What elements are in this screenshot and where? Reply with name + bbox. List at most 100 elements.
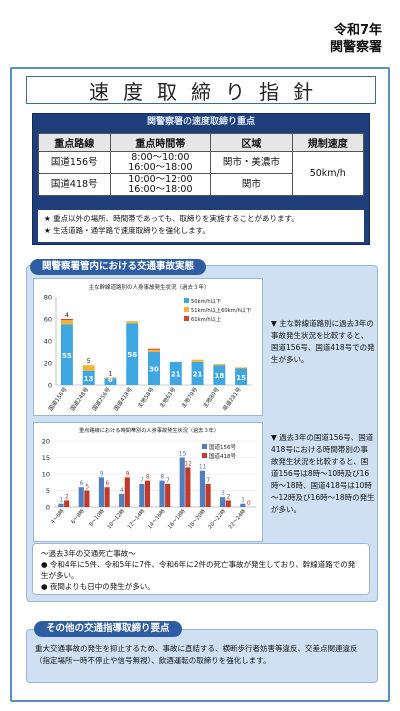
col-area: 区域	[210, 133, 293, 152]
data-label: 55	[62, 352, 72, 360]
bar	[58, 503, 64, 507]
data-label: 9	[100, 470, 104, 477]
col-speed: 規制速度	[291, 133, 364, 152]
data-label: 2	[227, 493, 231, 500]
legend-swatch	[184, 316, 189, 321]
bar-segment	[148, 348, 160, 350]
x-tick-label: 18～20時	[187, 508, 208, 531]
y-tick-label: 60	[44, 316, 52, 324]
x-tick-label: 主地80号	[201, 385, 221, 409]
bar-segment	[126, 321, 139, 324]
note-routes: ▼ 主な幹線道路別に過去3年の事故発生状況を比較すると、国道156号、国道418…	[271, 319, 375, 364]
fatal-summary: ～過去3年の交通死亡事故～ ● 令和4年に5件、令和5年に7件、令和6年に2件の…	[32, 543, 370, 595]
y-tick-label: 10	[42, 471, 50, 479]
y-tick-label: 15	[42, 454, 50, 462]
bar-segment	[60, 324, 73, 385]
data-label: 7	[140, 477, 144, 484]
chart-title: 重点路線における時間帯別の人身事故発生状況（過去３年）	[79, 426, 219, 434]
time-line: 10:00～12:00	[128, 173, 193, 185]
data-label: 9	[126, 470, 130, 477]
area-cell: 関市・美濃市	[210, 151, 293, 174]
col-route: 重点路線	[38, 133, 111, 152]
x-tick-label: 県道281号	[221, 385, 243, 412]
focus-note: ★ 生活道路・通学路で速度取締りを強化します。	[44, 226, 210, 235]
top-label: 1	[108, 369, 112, 377]
bar-segment	[213, 364, 226, 366]
x-tick-label: 6～8時	[70, 508, 86, 526]
bar	[84, 490, 90, 507]
legend-swatch	[184, 298, 189, 303]
legend-swatch	[202, 453, 207, 458]
bar-segment	[169, 361, 182, 385]
bar-segment	[104, 377, 117, 379]
focus-table: 重点路線 重点時間帯 区域 規制速度 国道156号 8:00～10:00 16:…	[38, 133, 364, 196]
bar	[240, 503, 246, 507]
bar-segment	[104, 378, 117, 385]
bar	[104, 487, 110, 507]
bar-segment	[191, 359, 204, 362]
legend-swatch	[184, 307, 189, 312]
x-tick-label: 10～12時	[106, 508, 127, 531]
route-chart: 主な幹線道路別の人身事故発生状況（過去３年）020406080554国道156号…	[44, 283, 252, 412]
x-tick-label: 国道256号	[90, 385, 112, 412]
legend-label: 国道156号	[209, 443, 236, 451]
x-tick-label: 4～6時	[49, 508, 65, 526]
bar-segment	[148, 349, 160, 352]
data-label: 1	[241, 497, 245, 504]
time-line: 16:00～18:00	[128, 161, 193, 173]
y-tick-label: 80	[44, 294, 52, 302]
y-tick-label: 20	[44, 360, 52, 368]
bar	[119, 493, 125, 507]
bar	[159, 480, 165, 507]
data-label: 5	[85, 484, 89, 491]
bar-segment	[191, 361, 204, 385]
summary-title: ～過去3年の交通死亡事故～	[41, 549, 136, 558]
data-label: 8	[146, 474, 150, 481]
accident-heading: 関警察署管内における交通事故実態	[30, 259, 207, 275]
x-tick-label: 20～22時	[207, 508, 228, 531]
data-label: 18	[214, 372, 224, 380]
x-tick-label: 国道248号	[68, 385, 90, 412]
legend-label: 61km/h以上	[191, 315, 221, 323]
focus-heading: 関警察署の速度取締り重点	[146, 117, 255, 127]
x-tick-label: 12～14時	[126, 508, 147, 531]
top-label: 5	[87, 357, 91, 365]
bar-segment	[235, 368, 248, 385]
legend-label: 国道418号	[209, 452, 236, 460]
focus-notes: ★ 重点以外の場所、時間帯であっても、取締りを実施することがあります。 ★ 生活…	[38, 210, 364, 242]
other-text: 重大交通事故の発生を抑止するため、事故に直結する、横断歩行者妨害等違反、交差点関…	[35, 644, 358, 665]
time-line: 16:00～18:00	[128, 183, 193, 195]
table-row: 国道418号 10:00～12:00 16:00～18:00 関市	[38, 173, 364, 196]
data-label: 21	[193, 370, 203, 378]
time-line: 8:00～10:00	[131, 151, 190, 163]
data-label: 3	[221, 490, 225, 497]
x-tick-label: 8～10時	[88, 508, 106, 528]
bar-segment	[235, 367, 248, 369]
x-tick-label: 14～16時	[146, 508, 167, 531]
bar-segment	[126, 323, 139, 385]
bar	[225, 500, 231, 507]
data-label: 56	[127, 351, 137, 359]
legend-label: 51km/h以上60km/h以下	[191, 306, 251, 314]
chart-title: 主な幹線道路別の人身事故発生状況（過去３年）	[88, 283, 209, 291]
bar	[205, 483, 211, 507]
bar	[185, 467, 191, 507]
route-cell: 国道418号	[38, 173, 111, 196]
data-label: 15	[236, 374, 246, 382]
note-times: ▼ 過去3年の国道156号、国道418号における時間帯別の事故発生状況を比較する…	[271, 433, 375, 514]
table-row: 国道156号 8:00～10:00 16:00～18:00 関市・美濃市 50k…	[38, 151, 364, 196]
header-year: 令和7年	[333, 23, 382, 38]
y-tick-label: 40	[44, 338, 52, 346]
data-label: 21	[171, 370, 181, 378]
other-section: 重大交通事故の発生を抑止するため、事故に直結する、横断歩行者妨害等違反、交差点関…	[26, 629, 378, 683]
speed-focus-box: 関警察署の速度取締り重点 重点路線 重点時間帯 区域 規制速度 国道156号 8…	[32, 113, 370, 245]
x-tick-label: 国道418号	[112, 385, 134, 412]
top-label: 4	[65, 311, 69, 319]
speed-cell: 50km/h	[291, 151, 364, 196]
x-tick-label: 16～18時	[166, 508, 187, 531]
data-label: 7	[166, 477, 170, 484]
y-tick-label: 5	[46, 487, 50, 495]
focus-note: ★ 重点以外の場所、時間帯であっても、取締りを実施することがあります。	[44, 214, 299, 223]
focus-table-header: 重点路線 重点時間帯 区域 規制速度	[38, 133, 364, 152]
